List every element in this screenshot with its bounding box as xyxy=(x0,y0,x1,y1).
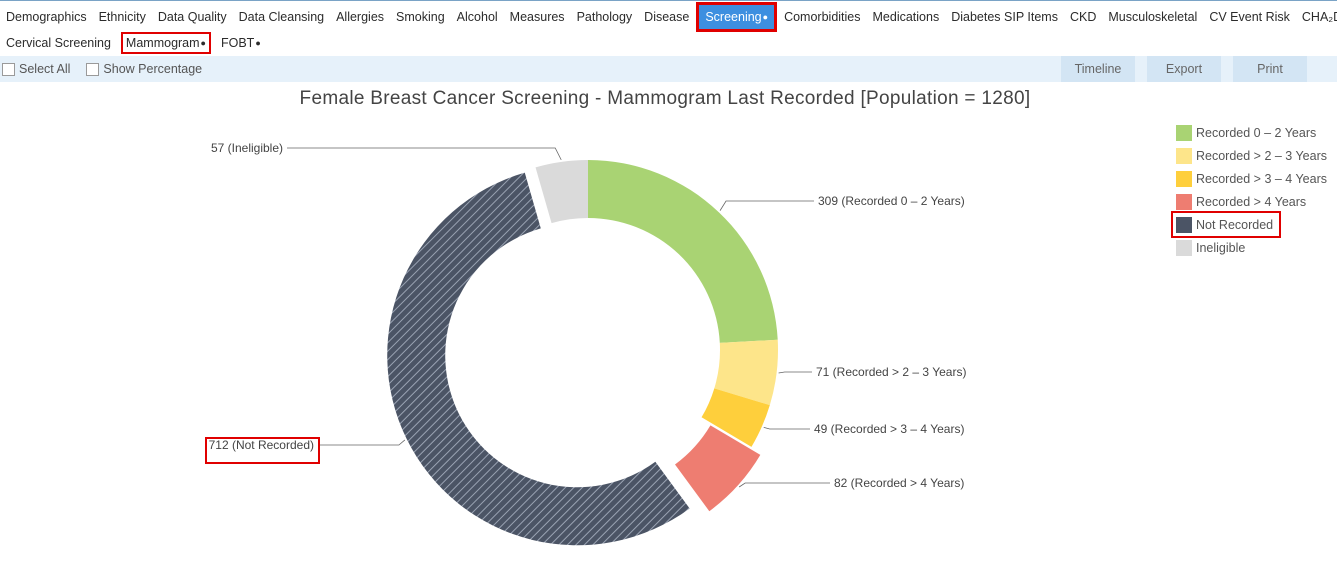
tab-label: Medications xyxy=(872,9,940,24)
show-percentage-label: Show Percentage xyxy=(103,62,203,76)
tab-data-quality[interactable]: Data Quality xyxy=(152,5,233,29)
legend-label: Ineligible xyxy=(1196,240,1246,255)
data-label-not-recorded: 712 (Not Recorded) xyxy=(209,438,314,452)
tab-label: Screening xyxy=(705,9,762,24)
tab-diabetes-sip-items[interactable]: Diabetes SIP Items xyxy=(945,5,1064,29)
show-percentage-checkbox-box[interactable] xyxy=(86,62,100,76)
sub-tab-bar: Cervical Screening Mammogram● FOBT● xyxy=(0,32,1337,54)
legend-label: Recorded > 2 – 3 Years xyxy=(1196,148,1327,163)
legend-label: Recorded 0 – 2 Years xyxy=(1196,125,1317,140)
tab-label: Data Quality xyxy=(157,9,227,24)
subtab-cervical-screening[interactable]: Cervical Screening xyxy=(0,34,117,52)
tab-smoking[interactable]: Smoking xyxy=(390,5,451,29)
slice-recorded-3-4-years[interactable] xyxy=(701,388,770,447)
tab-label: Disease xyxy=(644,9,690,24)
select-all-label: Select All xyxy=(19,62,71,76)
legend-item-recorded-3-4-years[interactable]: Recorded > 3 – 4 Years xyxy=(1176,167,1327,190)
export-button[interactable]: Export xyxy=(1147,56,1221,82)
legend-item-recorded-4-years[interactable]: Recorded > 4 Years xyxy=(1176,190,1327,213)
leader-line-ineligible xyxy=(287,147,562,161)
tab-label: Allergies xyxy=(336,9,385,24)
top-tab-bar: Demographics Ethnicity Data Quality Data Cl… xyxy=(0,0,1337,32)
tab-label: Diabetes SIP Items xyxy=(951,9,1058,24)
tab-cv-event-risk[interactable]: CV Event Risk xyxy=(1203,5,1296,29)
legend-swatch xyxy=(1176,239,1192,256)
chart-title: Female Breast Cancer Screening - Mammogr… xyxy=(299,88,1031,109)
slice-recorded-0-2-years[interactable] xyxy=(588,160,778,343)
tab-label: Measures xyxy=(509,9,565,24)
tab-label: Alcohol xyxy=(456,9,498,24)
data-label-recorded-2-3-years: 71 (Recorded > 2 – 3 Years) xyxy=(816,365,966,379)
select-all-checkbox-box[interactable] xyxy=(2,62,15,76)
tab-musculoskeletal[interactable]: Musculoskeletal xyxy=(1102,5,1203,29)
slice-ineligible[interactable] xyxy=(535,160,588,224)
subtab-label: Cervical Screening xyxy=(6,36,111,50)
subtab-label: FOBT xyxy=(220,36,255,50)
tab-label: CKD xyxy=(1069,9,1097,24)
tab-label: CV Event Risk xyxy=(1209,9,1290,24)
legend-label: Recorded > 4 Years xyxy=(1196,194,1307,209)
tab-medications[interactable]: Medications xyxy=(867,5,946,29)
tab-label: Ethnicity xyxy=(98,9,146,24)
data-label-recorded-0-2-years: 309 (Recorded 0 – 2 Years) xyxy=(818,194,965,208)
subtab-label: Mammogram xyxy=(125,36,200,50)
slice-not-recorded[interactable] xyxy=(387,172,690,546)
tab-ckd[interactable]: CKD xyxy=(1064,5,1102,29)
tab-screening[interactable]: Screening● xyxy=(696,1,778,32)
tab-label: Pathology xyxy=(576,9,633,24)
tab-allergies[interactable]: Allergies xyxy=(330,5,390,29)
legend-item-recorded-2-3-years[interactable]: Recorded > 2 – 3 Years xyxy=(1176,144,1327,167)
timeline-button[interactable]: Timeline xyxy=(1061,56,1135,82)
legend-swatch xyxy=(1176,216,1192,233)
subtab-mammogram[interactable]: Mammogram● xyxy=(120,32,211,54)
tab-label: Comorbidities xyxy=(784,9,861,24)
subtab-fobt[interactable]: FOBT● xyxy=(215,34,267,52)
tab-pathology[interactable]: Pathology xyxy=(571,5,639,29)
data-label-recorded-3-4-years: 49 (Recorded > 3 – 4 Years) xyxy=(814,422,964,436)
tab-label: Smoking xyxy=(396,9,445,24)
legend-item-not-recorded[interactable]: Not Recorded xyxy=(1171,211,1281,238)
show-percentage-checkbox[interactable]: Show Percentage xyxy=(86,62,202,76)
leader-line-recorded-2-3-years xyxy=(778,371,812,374)
legend-item-recorded-0-2-years[interactable]: Recorded 0 – 2 Years xyxy=(1176,121,1327,144)
tab-alcohol[interactable]: Alcohol xyxy=(451,5,504,29)
legend-label: Not Recorded xyxy=(1196,217,1274,232)
tab-dot-icon: ● xyxy=(762,11,769,22)
tab-ethnicity[interactable]: Ethnicity xyxy=(93,5,152,29)
legend-swatch xyxy=(1176,147,1192,164)
leader-line-recorded-4-years xyxy=(738,482,830,488)
data-label-recorded-4-years: 82 (Recorded > 4 Years) xyxy=(834,476,964,490)
print-button[interactable]: Print xyxy=(1233,56,1307,82)
tab-label: Data Cleansing xyxy=(238,9,325,24)
subtab-dot-icon: ● xyxy=(200,38,206,48)
legend-swatch xyxy=(1176,170,1192,187)
data-label-ineligible: 57 (Ineligible) xyxy=(211,141,283,155)
not-recorded-label-highlight xyxy=(205,437,320,464)
legend-swatch xyxy=(1176,193,1192,210)
tab-label: Demographics xyxy=(6,9,87,24)
leader-line-not-recorded xyxy=(318,439,406,446)
slice-recorded-4-years[interactable] xyxy=(675,425,761,512)
tab-label: Musculoskeletal xyxy=(1108,9,1198,24)
tab-data-cleansing[interactable]: Data Cleansing xyxy=(233,5,330,29)
tab-cha-ds-va[interactable]: CHA₂DS₂VA xyxy=(1296,5,1337,29)
tab-measures[interactable]: Measures xyxy=(504,5,571,29)
subtab-dot-icon: ● xyxy=(255,38,261,48)
leader-line-recorded-0-2-years xyxy=(719,200,814,211)
legend-item-ineligible[interactable]: Ineligible xyxy=(1176,236,1327,259)
tab-label: CHA₂DS₂VA xyxy=(1301,9,1337,24)
leader-line-recorded-3-4-years xyxy=(763,426,810,430)
legend-swatch xyxy=(1176,124,1192,141)
tab-comorbidities[interactable]: Comorbidities xyxy=(778,5,866,29)
toolbar: Select All Show Percentage Timeline Expo… xyxy=(0,56,1337,82)
tab-disease[interactable]: Disease xyxy=(638,5,695,29)
chart-legend: Recorded 0 – 2 Years Recorded > 2 – 3 Yea… xyxy=(1171,121,1327,259)
select-all-checkbox[interactable]: Select All xyxy=(2,62,70,76)
legend-label: Recorded > 3 – 4 Years xyxy=(1196,171,1327,186)
slice-recorded-2-3-years[interactable] xyxy=(714,339,778,406)
tab-demographics[interactable]: Demographics xyxy=(0,5,93,29)
